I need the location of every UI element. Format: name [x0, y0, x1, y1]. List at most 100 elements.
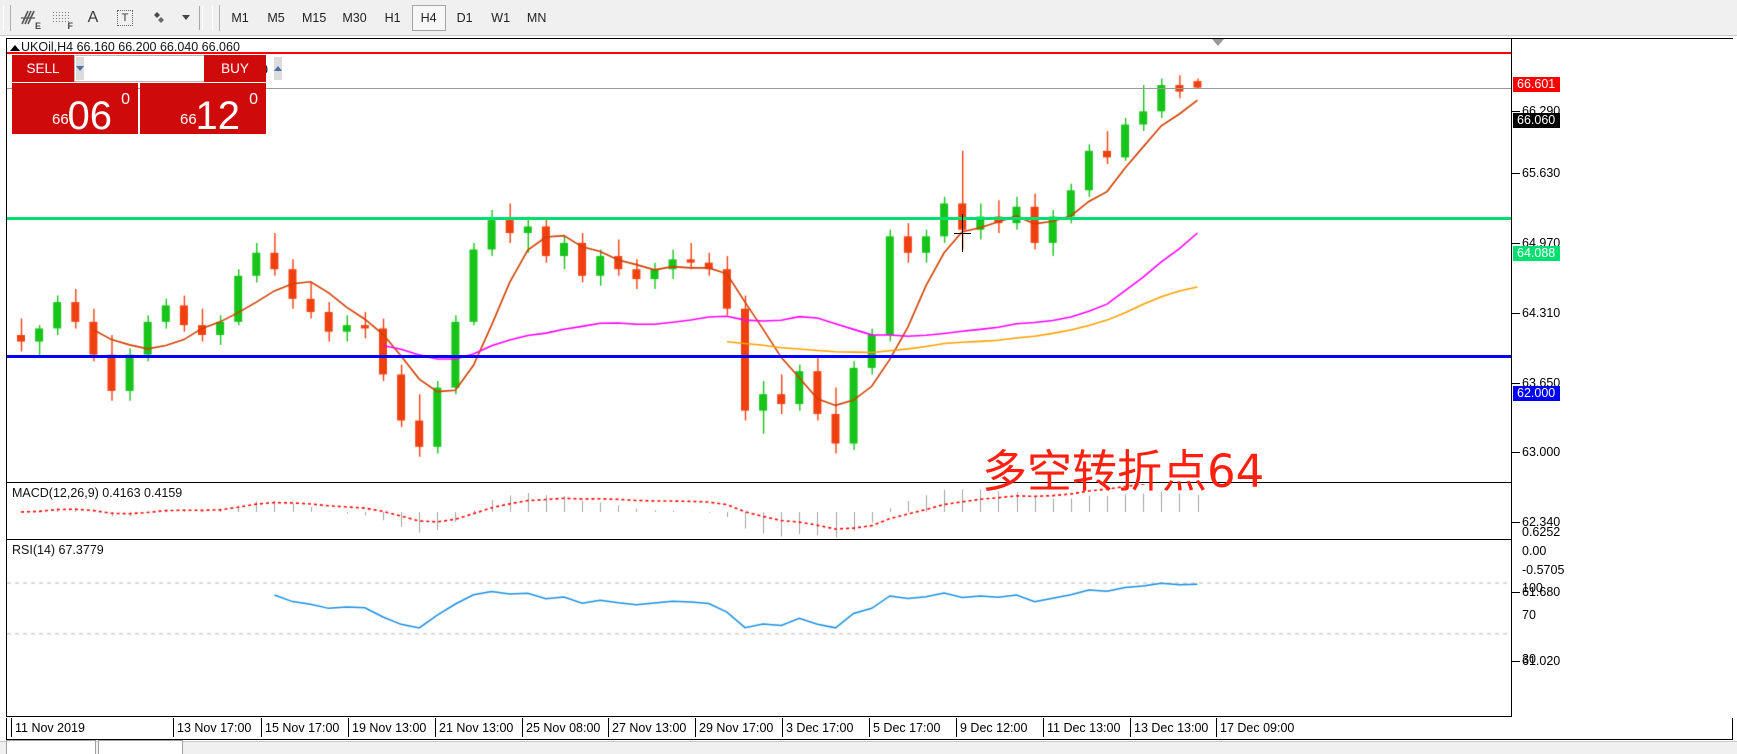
price-tick-label: 64.310 [1522, 306, 1561, 320]
buy-price-fraction: 0 [249, 91, 258, 108]
time-tick [435, 718, 436, 737]
price-tick [1512, 243, 1520, 244]
chart-frame: UKOil,H4 66.160 66.200 66.040 66.060 多空转… [6, 38, 1733, 738]
symbol-expand-arrow-icon[interactable] [10, 45, 20, 51]
sell-price-integer: 66 [52, 111, 69, 128]
price-tick [1512, 111, 1520, 112]
macd-scale-label: 0.00 [1522, 544, 1547, 558]
price-tick [1512, 173, 1520, 174]
text-label-icon[interactable]: A [78, 3, 108, 33]
price-tick [1512, 313, 1520, 314]
macd-pane[interactable]: MACD(12,26,9) 0.4163 0.4159 [7, 484, 1511, 540]
price-tick [1512, 383, 1520, 384]
timeframe-drag-handle[interactable] [212, 4, 220, 31]
price-tick [1512, 522, 1520, 523]
symbol-header-label: UKOil,H4 66.160 66.200 66.040 66.060 [21, 40, 240, 54]
buy-button[interactable]: BUY [204, 55, 266, 82]
price-scale[interactable]: 66.290 65.630 64.970 64.310 63.650 63.000 62.3… [1511, 39, 1733, 738]
timeframe-d1[interactable]: D1 [456, 10, 473, 25]
one-click-trading-panel: SELL BUY 66 06 0 66 12 0 [12, 55, 283, 138]
timeframe-mn[interactable]: MN [526, 10, 547, 25]
macd-label: MACD(12,26,9) 0.4163 0.4159 [12, 486, 183, 500]
timeframe-m15[interactable]: M15 [302, 10, 327, 25]
chart-tab-1[interactable] [6, 740, 96, 754]
toolbar-drag-handle[interactable] [3, 4, 11, 31]
chart-annotation-text: 多空转折点64 [982, 445, 1265, 498]
support-line-tag[interactable]: 64.088 [1513, 246, 1561, 261]
crosshair-horizontal [954, 233, 971, 234]
templates-icon-sub: F [67, 20, 74, 31]
macd-canvas [7, 484, 1511, 539]
sell-price-big: 06 [67, 94, 113, 138]
price-tick-label: 61.680 [1522, 585, 1561, 599]
caret-down-icon [76, 66, 84, 71]
time-tick [608, 718, 609, 737]
status-bar [0, 741, 1737, 754]
time-tick [1043, 718, 1044, 737]
caret-down-glyph [181, 15, 190, 20]
buy-price-big: 12 [195, 94, 241, 138]
trade-panel-price-row: 66 06 0 66 12 0 [12, 83, 266, 138]
time-tick [348, 718, 349, 737]
volume-increase-button[interactable] [273, 56, 283, 81]
macd-scale-label: 0.6252 [1522, 525, 1561, 539]
price-tick [1512, 452, 1520, 453]
time-axis-label: 15 Nov 17:00 [265, 721, 340, 735]
bid-line-tag[interactable]: 66.060 [1513, 113, 1561, 128]
timeframe-h1[interactable]: H1 [384, 10, 401, 25]
sell-price-display[interactable]: 66 06 0 [12, 83, 138, 138]
timeframe-w1[interactable]: W1 [491, 10, 511, 25]
indicators-icon[interactable]: E [14, 3, 44, 33]
time-axis-label: 11 Dec 13:00 [1047, 721, 1121, 735]
volume-stepper[interactable] [74, 55, 283, 82]
timeframe-m5[interactable]: M5 [267, 10, 285, 25]
time-axis-label: 13 Dec 13:00 [1134, 721, 1209, 735]
time-tick [1216, 718, 1217, 737]
text-box-icon[interactable]: T [110, 3, 140, 33]
time-axis-label: 29 Nov 17:00 [699, 721, 774, 735]
templates-icon[interactable]: F [46, 3, 76, 33]
timeframe-m30[interactable]: M30 [342, 10, 367, 25]
level-line-tag[interactable]: 62.000 [1513, 386, 1561, 401]
time-tick [1130, 718, 1131, 737]
time-axis-label: 27 Nov 13:00 [612, 721, 687, 735]
ask-line-tag[interactable]: 66.601 [1513, 77, 1561, 92]
price-tick-label: 63.000 [1522, 445, 1561, 459]
templates-grid-glyph [52, 11, 70, 24]
buy-price-display[interactable]: 66 12 0 [140, 83, 266, 138]
price-tick [1512, 592, 1520, 593]
time-axis-label: 11 Nov 2019 [15, 721, 85, 735]
ask-price-line [7, 52, 1511, 55]
text-a-glyph: A [87, 8, 99, 26]
price-level-line-62[interactable] [7, 354, 1511, 358]
objects-dropdown-icon[interactable] [178, 3, 192, 33]
time-axis-label: 21 Nov 13:00 [439, 721, 514, 735]
indicators-icon-sub: E [34, 20, 41, 31]
time-axis[interactable]: 11 Nov 2019 13 Nov 17:00 15 Nov 17:00 19 No… [6, 718, 1733, 740]
sell-button[interactable]: SELL [12, 55, 74, 82]
rsi-pane[interactable]: RSI(14) 67.3779 [7, 541, 1511, 676]
timeframe-group: M1 M5 M15 M30 H1 H4 D1 W1 MN [222, 4, 555, 31]
trade-panel-top-row: SELL BUY [12, 55, 283, 82]
time-axis-label: 25 Nov 08:00 [526, 721, 601, 735]
chart-scroll-marker[interactable] [1212, 39, 1224, 46]
timeframe-m1[interactable]: M1 [231, 10, 249, 25]
time-axis-label: 17 Dec 09:00 [1220, 721, 1295, 735]
time-tick [695, 718, 696, 737]
time-tick [522, 718, 523, 737]
buy-price-integer: 66 [180, 111, 197, 128]
time-tick [11, 718, 12, 737]
timeframe-h4[interactable]: H4 [411, 4, 446, 31]
rsi-scale-label: 100 [1522, 581, 1543, 595]
volume-decrease-button[interactable] [75, 56, 85, 81]
price-tick [1512, 661, 1520, 662]
price-tick-label: 62.340 [1522, 515, 1561, 529]
rsi-scale-label: 30 [1522, 652, 1536, 666]
time-tick [782, 718, 783, 737]
time-tick [869, 718, 870, 737]
macd-scale-label: -0.5705 [1522, 563, 1565, 577]
price-tick-label: 65.630 [1522, 166, 1561, 180]
support-level-line[interactable] [7, 217, 1511, 221]
chart-tab-2[interactable] [98, 740, 183, 754]
objects-icon[interactable] [142, 3, 176, 33]
